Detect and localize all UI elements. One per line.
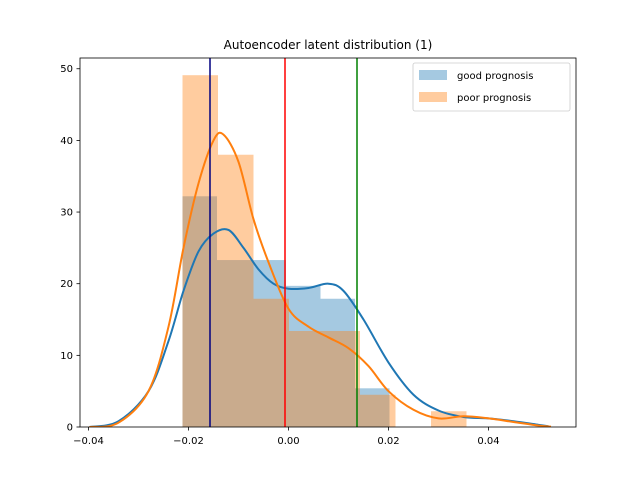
kde-curve-line bbox=[89, 131, 552, 427]
y-tick-label: 30 bbox=[60, 208, 73, 219]
y-tick-label: 50 bbox=[60, 64, 73, 75]
histogram-bar bbox=[253, 298, 289, 427]
x-tick-label: −0.04 bbox=[73, 436, 104, 447]
axes-frame bbox=[79, 57, 577, 428]
x-tick-label: 0.00 bbox=[277, 436, 299, 447]
histogram-bar bbox=[360, 394, 396, 427]
axes: −0.04 −0.02 0.00 0.02 0.04 0 10 20 30 40 50 bbox=[60, 57, 577, 447]
histogram-bar bbox=[320, 298, 355, 427]
legend-box bbox=[412, 62, 571, 112]
histogram-bar bbox=[355, 388, 390, 427]
legend-swatch bbox=[419, 70, 447, 80]
histogram-bar bbox=[217, 260, 252, 427]
legend-label: good prognosis bbox=[457, 71, 533, 82]
y-tick-label: 40 bbox=[60, 136, 73, 147]
histogram-bar bbox=[286, 285, 321, 427]
histogram-bar bbox=[289, 330, 325, 427]
y-tick-label: 0 bbox=[67, 423, 73, 434]
chart-title: Autoencoder latent distribution (1) bbox=[224, 38, 433, 52]
legend-label: poor prognosis bbox=[457, 93, 531, 104]
x-tick-label: −0.02 bbox=[173, 436, 204, 447]
y-tick-label: 20 bbox=[60, 279, 73, 290]
x-tick-label: 0.04 bbox=[477, 436, 499, 447]
plot-area bbox=[89, 58, 552, 427]
legend-swatch bbox=[419, 92, 447, 102]
legend: good prognosis poor prognosis bbox=[412, 62, 571, 112]
histogram-bar bbox=[324, 330, 360, 427]
y-tick-label: 10 bbox=[60, 351, 73, 362]
histogram-bar bbox=[182, 75, 218, 427]
x-tick-label: 0.02 bbox=[377, 436, 399, 447]
